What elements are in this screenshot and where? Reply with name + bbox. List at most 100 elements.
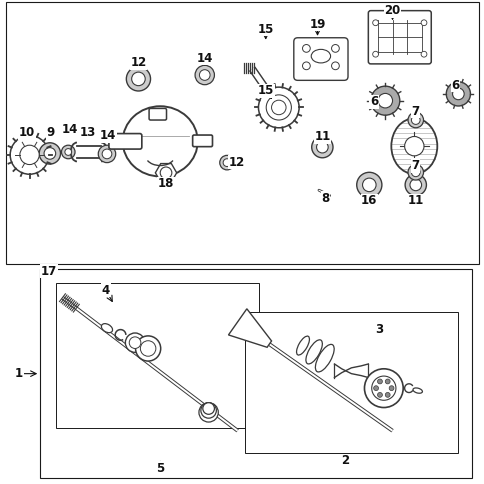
Circle shape: [198, 403, 218, 422]
Circle shape: [219, 155, 234, 170]
Text: 7: 7: [411, 105, 419, 118]
Text: 15: 15: [257, 85, 273, 97]
Circle shape: [445, 82, 469, 106]
Circle shape: [223, 159, 230, 166]
Polygon shape: [228, 309, 271, 348]
Circle shape: [363, 369, 402, 408]
Circle shape: [370, 86, 399, 115]
Text: 13: 13: [79, 126, 95, 139]
Text: 4: 4: [102, 284, 110, 297]
Circle shape: [331, 45, 339, 52]
Text: 14: 14: [61, 123, 78, 136]
Circle shape: [202, 403, 214, 414]
FancyBboxPatch shape: [293, 38, 348, 80]
Ellipse shape: [305, 340, 322, 364]
Bar: [244, 312, 457, 453]
Circle shape: [195, 65, 214, 85]
Text: 5: 5: [156, 462, 164, 475]
Circle shape: [420, 20, 426, 26]
Text: 11: 11: [407, 195, 423, 207]
Text: 14: 14: [100, 129, 116, 142]
Text: 14: 14: [196, 52, 212, 64]
Circle shape: [302, 45, 310, 52]
Circle shape: [407, 112, 423, 128]
Text: 6: 6: [369, 95, 378, 108]
Circle shape: [384, 393, 389, 397]
Text: 2: 2: [340, 454, 348, 467]
Circle shape: [331, 62, 339, 70]
Circle shape: [372, 20, 378, 26]
Bar: [56, 283, 259, 428]
Ellipse shape: [101, 324, 112, 333]
Circle shape: [98, 145, 116, 163]
Ellipse shape: [391, 119, 437, 174]
Text: 16: 16: [361, 195, 377, 207]
FancyBboxPatch shape: [192, 135, 212, 147]
Circle shape: [356, 172, 381, 197]
Circle shape: [404, 174, 425, 196]
Circle shape: [372, 51, 378, 57]
Text: 18: 18: [157, 178, 174, 190]
Circle shape: [135, 336, 160, 361]
Circle shape: [377, 379, 381, 384]
Circle shape: [129, 337, 140, 348]
Circle shape: [407, 165, 423, 180]
Text: 15: 15: [257, 23, 273, 35]
Circle shape: [125, 333, 144, 352]
Circle shape: [420, 51, 426, 57]
Circle shape: [131, 72, 145, 86]
Circle shape: [388, 386, 393, 391]
Circle shape: [362, 178, 375, 192]
Circle shape: [404, 136, 423, 156]
Bar: [40, 269, 471, 478]
Text: 19: 19: [309, 18, 325, 30]
Circle shape: [266, 95, 291, 120]
Circle shape: [384, 379, 389, 384]
Text: 12: 12: [130, 57, 146, 69]
Ellipse shape: [412, 388, 422, 393]
Text: 9: 9: [46, 126, 54, 139]
Circle shape: [20, 145, 39, 165]
Circle shape: [10, 136, 49, 174]
Circle shape: [316, 141, 328, 153]
Circle shape: [39, 143, 60, 164]
FancyBboxPatch shape: [367, 11, 430, 64]
Text: 1: 1: [15, 367, 23, 380]
Ellipse shape: [315, 344, 333, 372]
Ellipse shape: [311, 49, 330, 63]
Text: 17: 17: [41, 265, 57, 277]
Circle shape: [377, 93, 392, 108]
FancyBboxPatch shape: [109, 134, 141, 149]
Circle shape: [160, 167, 171, 179]
Circle shape: [302, 62, 310, 70]
Circle shape: [371, 376, 395, 400]
Circle shape: [61, 145, 75, 159]
Circle shape: [373, 386, 378, 391]
Circle shape: [140, 341, 155, 356]
Circle shape: [199, 70, 210, 80]
Circle shape: [410, 168, 419, 177]
Text: 8: 8: [321, 192, 329, 205]
Circle shape: [410, 116, 419, 124]
Circle shape: [271, 100, 286, 115]
Ellipse shape: [122, 106, 197, 177]
Circle shape: [409, 179, 421, 191]
Text: 10: 10: [19, 126, 35, 139]
Text: 11: 11: [314, 130, 330, 143]
Text: 3: 3: [374, 323, 382, 335]
Text: 12: 12: [228, 156, 244, 168]
Ellipse shape: [296, 336, 309, 355]
Text: 20: 20: [384, 4, 400, 17]
Circle shape: [200, 403, 216, 418]
Circle shape: [377, 393, 381, 397]
Circle shape: [311, 136, 333, 158]
Circle shape: [452, 88, 463, 100]
Circle shape: [65, 149, 72, 155]
Circle shape: [126, 67, 150, 91]
Circle shape: [258, 87, 299, 128]
Circle shape: [44, 148, 56, 159]
Bar: [6, 2, 478, 264]
Text: 6: 6: [451, 79, 459, 91]
FancyBboxPatch shape: [149, 108, 166, 120]
Text: 7: 7: [411, 159, 419, 172]
